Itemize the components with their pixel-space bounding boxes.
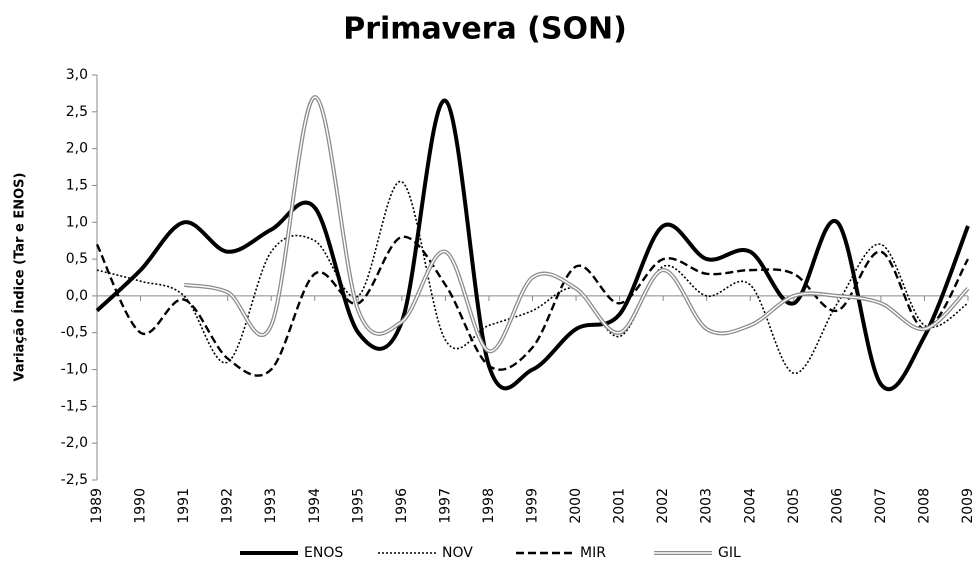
legend-label: ENOS [304,545,343,561]
series-line [183,95,970,354]
y-tick-label: 2,0 [66,141,88,157]
x-tick-label: 2006 [829,488,845,524]
y-tick-label: 0,0 [66,288,88,304]
x-tick-label: 1999 [525,488,541,524]
series-line [96,180,969,375]
x-tick-label: 2001 [612,488,628,524]
x-tick-label: 2005 [786,488,802,524]
series-line [183,96,969,352]
x-tick-label: 1990 [133,488,149,524]
legend-label: MIR [580,545,606,561]
x-tick-label: 1992 [220,488,236,524]
y-tick-label: -1,0 [61,362,88,378]
y-tick-label: 1,0 [66,214,88,230]
legend-label: NOV [442,545,473,561]
x-tick-label: 2004 [742,488,758,524]
y-axis-label: Variação Índice (Tar e ENOS) [12,173,28,382]
x-tick-label: 1997 [437,488,453,524]
legend-label: GIL [718,545,741,561]
y-tick-label: 1,5 [66,177,88,193]
series-line [95,98,970,392]
x-tick-label: 1995 [350,488,366,524]
y-tick-label: -1,5 [61,398,88,414]
y-tick-label: 0,5 [66,251,88,267]
x-tick-label: 2007 [873,488,889,524]
chart-title: Primavera (SON) [343,12,627,47]
x-tick-label: 2003 [699,488,715,524]
y-tick-label: -0,5 [61,325,88,341]
x-tick-label: 1989 [89,488,105,524]
series-line [95,235,970,377]
y-tick-label: -2,0 [61,435,88,451]
x-tick-label: 2008 [916,488,932,524]
x-tick-label: 1998 [481,488,497,524]
y-tick-label: 2,5 [66,104,88,120]
x-tick-label: 1993 [263,488,279,524]
x-tick-label: 2002 [655,488,671,524]
y-tick-label: 3,0 [66,67,88,83]
x-tick-label: 1996 [394,488,410,524]
x-tick-label: 1991 [176,488,192,524]
y-tick-label: -2,5 [61,472,88,488]
x-tick-label: 2000 [568,488,584,524]
x-tick-label: 1994 [307,488,323,524]
x-tick-label: 2009 [960,488,976,524]
